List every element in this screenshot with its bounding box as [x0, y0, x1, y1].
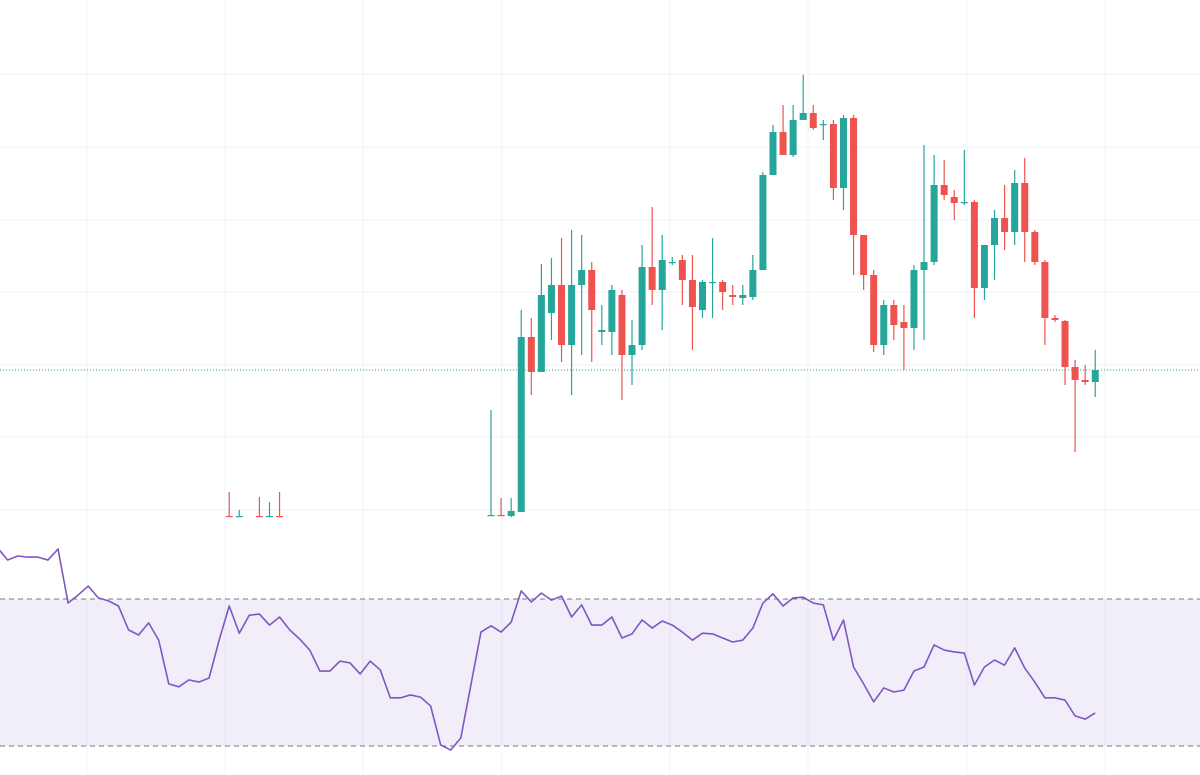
candle-body — [829, 124, 837, 188]
candle-body — [850, 118, 858, 235]
candle-body — [890, 305, 898, 325]
candle-body — [880, 305, 888, 345]
rsi-line — [0, 548, 1096, 751]
candle-body — [991, 218, 999, 245]
candle-body — [1061, 321, 1069, 367]
candle-body — [658, 260, 666, 290]
candle-body — [608, 290, 616, 332]
candle-body — [1051, 318, 1059, 320]
candle-body — [699, 282, 706, 310]
candle-body — [920, 262, 928, 270]
candle-body — [678, 260, 686, 280]
candle-body — [1091, 370, 1099, 382]
candle-body — [638, 267, 646, 345]
candle-body — [749, 270, 757, 297]
candle-body — [688, 280, 696, 307]
candle-body — [1081, 380, 1089, 382]
candle-body — [860, 235, 868, 275]
candle-body — [497, 515, 505, 517]
candle-body — [799, 113, 807, 120]
candle-body — [970, 202, 978, 288]
candle-body — [1041, 262, 1049, 318]
candle-body — [1001, 218, 1009, 232]
candle-body — [517, 337, 525, 512]
candle-body — [668, 262, 676, 264]
candle-body — [537, 295, 545, 372]
candle-body — [225, 516, 233, 518]
candle-body — [930, 185, 938, 262]
candle-body — [547, 285, 555, 313]
candle-body — [960, 202, 968, 204]
candle-body — [527, 337, 535, 372]
candle-body — [618, 295, 626, 355]
candle-body — [779, 132, 787, 155]
candle-body — [1021, 183, 1029, 232]
candle-body — [950, 197, 958, 203]
candle-body — [709, 282, 717, 284]
candle-body — [1031, 232, 1039, 262]
candle-body — [819, 124, 827, 126]
candle-body — [507, 511, 515, 516]
candle-body — [900, 322, 908, 328]
candle-body — [940, 185, 948, 195]
candle-body — [759, 175, 767, 270]
candle-body — [598, 330, 606, 332]
candle-body — [739, 295, 747, 298]
candle-body — [276, 516, 284, 518]
candle-body — [809, 113, 817, 128]
candle-body — [588, 270, 596, 310]
candle-body — [910, 270, 918, 328]
candle-body — [980, 245, 988, 288]
candle-body — [839, 118, 847, 188]
candle-body — [1071, 367, 1079, 380]
candle-body — [568, 285, 576, 345]
candle-body — [628, 345, 636, 355]
candle-body — [870, 275, 878, 345]
candle-body — [729, 295, 737, 297]
vertical-grid — [86, 0, 1106, 775]
candle-body — [487, 515, 495, 517]
candle-body — [769, 132, 777, 175]
candle-body — [578, 270, 586, 285]
band-fill — [0, 599, 1200, 746]
candle-body — [719, 282, 727, 292]
candle-body — [235, 516, 243, 518]
candle-body — [265, 516, 273, 518]
candle-body — [558, 285, 566, 345]
candle-body — [255, 516, 263, 518]
candle-body — [789, 120, 797, 155]
candle-body — [648, 267, 656, 290]
candle-body — [1011, 183, 1019, 232]
